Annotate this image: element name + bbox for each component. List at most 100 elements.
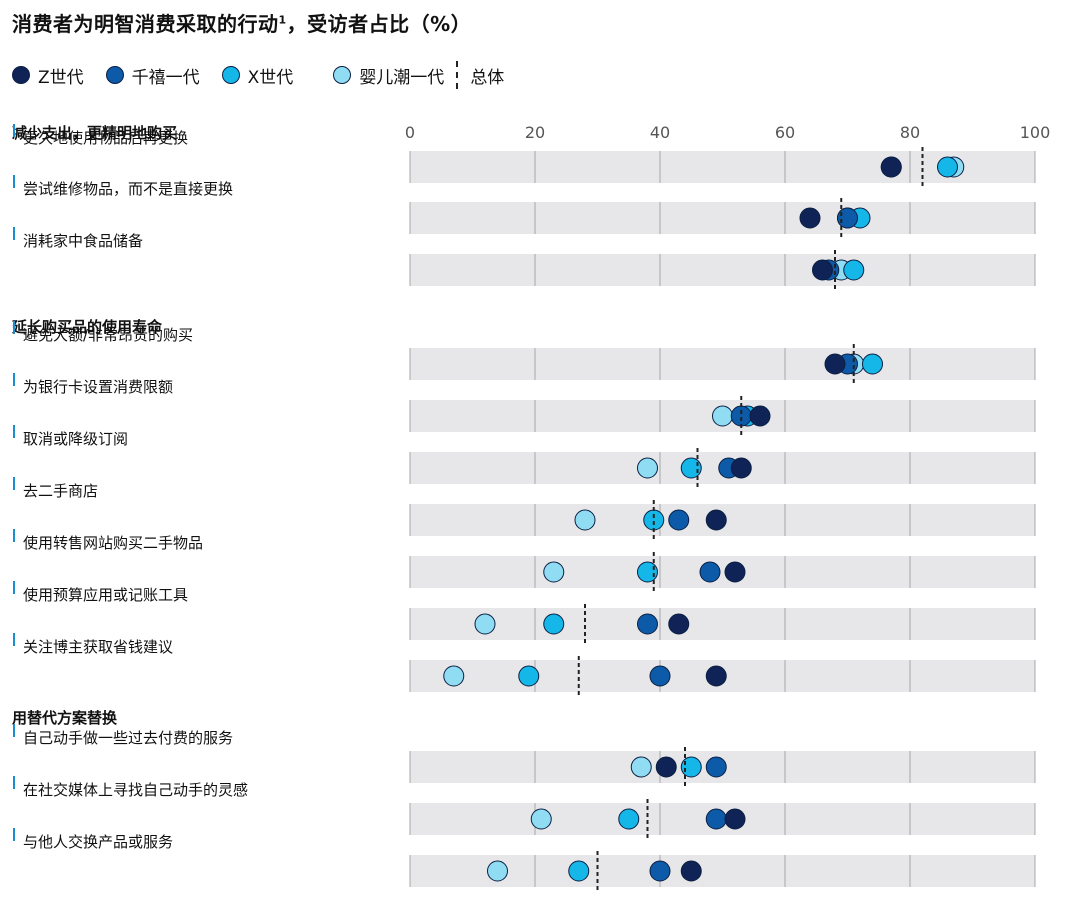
dot-X世代 bbox=[680, 457, 702, 479]
row-label-accent bbox=[13, 724, 15, 737]
title-text: 消费者为明智消费采取的行动 bbox=[12, 12, 279, 36]
dot-Z世代 bbox=[705, 509, 727, 531]
legend: Z世代 千禧一代 X世代 婴儿潮一代 总体 bbox=[12, 61, 505, 89]
row-band bbox=[410, 348, 1035, 380]
row-label-accent bbox=[13, 477, 15, 490]
legend-swatch-millennials bbox=[105, 66, 124, 84]
dot-Z世代 bbox=[749, 405, 771, 427]
dot-婴儿潮一代 bbox=[637, 457, 658, 479]
row-label: 使用预算应用或记账工具 bbox=[23, 586, 188, 604]
dot-X世代 bbox=[637, 561, 658, 583]
legend-label-total: 总体 bbox=[470, 67, 505, 88]
row-label-accent bbox=[13, 633, 15, 646]
row-label-accent bbox=[13, 321, 15, 334]
dot-婴儿潮一代 bbox=[443, 665, 465, 687]
dot-婴儿潮一代 bbox=[712, 405, 733, 427]
legend-item-millennials: 千禧一代 bbox=[105, 63, 200, 88]
dot-Z世代 bbox=[655, 756, 677, 778]
row-label-accent bbox=[13, 776, 15, 789]
row-label-accent bbox=[13, 529, 15, 542]
dot-X世代 bbox=[518, 665, 540, 687]
chart-title: 消费者为明智消费采取的行动1，受访者占比（%） bbox=[12, 8, 471, 37]
x-tick-label: 100 bbox=[1020, 123, 1051, 142]
dot-X世代 bbox=[643, 509, 665, 531]
row-label: 避免大额/非常昂贵的购买 bbox=[23, 326, 193, 344]
dot-千禧一代 bbox=[837, 207, 858, 229]
dot-Z世代 bbox=[824, 353, 846, 375]
dot-Z世代 bbox=[799, 207, 821, 229]
dot-Z世代 bbox=[880, 156, 902, 178]
row-label: 在社交媒体上寻找自己动手的灵感 bbox=[23, 781, 248, 799]
dot-千禧一代 bbox=[699, 561, 721, 583]
legend-label-millennials: 千禧一代 bbox=[131, 67, 200, 88]
dot-婴儿潮一代 bbox=[474, 613, 496, 635]
row-label: 去二手商店 bbox=[23, 482, 98, 500]
row-label-accent bbox=[13, 828, 15, 841]
dot-X世代 bbox=[618, 808, 640, 830]
row-label-accent bbox=[13, 227, 15, 240]
title-footnote: 1 bbox=[278, 13, 287, 27]
dot-X世代 bbox=[543, 613, 565, 635]
dot-千禧一代 bbox=[705, 808, 727, 830]
category-heading: 用替代方案替换 bbox=[12, 709, 118, 727]
row-label: 为银行卡设置消费限额 bbox=[23, 378, 173, 396]
title-suffix: ，受访者占比（%） bbox=[286, 12, 472, 36]
row-label: 关注博主获取省钱建议 bbox=[23, 638, 173, 656]
legend-label-boomers: 婴儿潮一代 bbox=[359, 67, 445, 88]
row-band bbox=[410, 151, 1035, 183]
dot-X世代 bbox=[568, 860, 590, 882]
legend-label-gen-z: Z世代 bbox=[38, 67, 84, 88]
dot-X世代 bbox=[843, 259, 865, 281]
row-label-accent bbox=[13, 373, 15, 386]
legend-item-gen-x: X世代 bbox=[221, 63, 294, 88]
x-tick-label: 60 bbox=[775, 123, 795, 142]
legend-total-marker bbox=[456, 61, 459, 89]
row-band bbox=[410, 855, 1035, 887]
x-tick-label: 40 bbox=[650, 123, 670, 142]
dot-Z世代 bbox=[680, 860, 702, 882]
dot-Z世代 bbox=[724, 561, 746, 583]
category-heading: 延长购买品的使用寿命 bbox=[11, 318, 163, 336]
legend-item-gen-z: Z世代 bbox=[12, 63, 84, 88]
x-tick-label: 20 bbox=[525, 123, 545, 142]
category-heading: 减少支出，更精明地购买 bbox=[12, 124, 177, 142]
row-label-accent bbox=[13, 581, 15, 594]
dot-千禧一代 bbox=[637, 613, 658, 635]
row-band bbox=[410, 254, 1035, 286]
dot-Z世代 bbox=[812, 259, 833, 281]
row-label: 与他人交换产品或服务 bbox=[23, 833, 173, 851]
row-label-accent bbox=[13, 425, 15, 438]
dot-婴儿潮一代 bbox=[543, 561, 565, 583]
dot-X世代 bbox=[937, 156, 958, 178]
row-band bbox=[410, 608, 1035, 640]
x-tick-label: 0 bbox=[405, 123, 415, 142]
row-label-accent bbox=[13, 175, 15, 188]
row-label: 消耗家中食品储备 bbox=[23, 232, 143, 250]
dot-婴儿潮一代 bbox=[487, 860, 508, 882]
dot-婴儿潮一代 bbox=[530, 808, 552, 830]
dot-婴儿潮一代 bbox=[574, 509, 596, 531]
dot-千禧一代 bbox=[649, 860, 671, 882]
row-band bbox=[410, 202, 1035, 234]
row-label-accent bbox=[13, 124, 15, 137]
dot-千禧一代 bbox=[705, 756, 727, 778]
legend-swatch-gen-x bbox=[221, 66, 240, 84]
legend-swatch-gen-z bbox=[12, 66, 30, 84]
dot-X世代 bbox=[680, 756, 702, 778]
x-tick-label: 80 bbox=[900, 123, 920, 142]
row-label: 尝试维修物品，而不是直接更换 bbox=[23, 180, 233, 198]
legend-label-gen-x: X世代 bbox=[247, 67, 294, 88]
legend-item-boomers: 婴儿潮一代 bbox=[333, 63, 444, 88]
dot-Z世代 bbox=[668, 613, 690, 635]
dot-千禧一代 bbox=[730, 405, 752, 427]
dot-千禧一代 bbox=[668, 509, 690, 531]
row-label: 使用转售网站购买二手物品 bbox=[23, 534, 203, 552]
legend-swatch-boomers bbox=[333, 66, 352, 84]
dot-Z世代 bbox=[705, 665, 727, 687]
dot-婴儿潮一代 bbox=[630, 756, 652, 778]
dot-Z世代 bbox=[724, 808, 746, 830]
row-label: 取消或降级订阅 bbox=[23, 430, 128, 448]
dot-千禧一代 bbox=[649, 665, 671, 687]
row-band bbox=[410, 556, 1035, 588]
